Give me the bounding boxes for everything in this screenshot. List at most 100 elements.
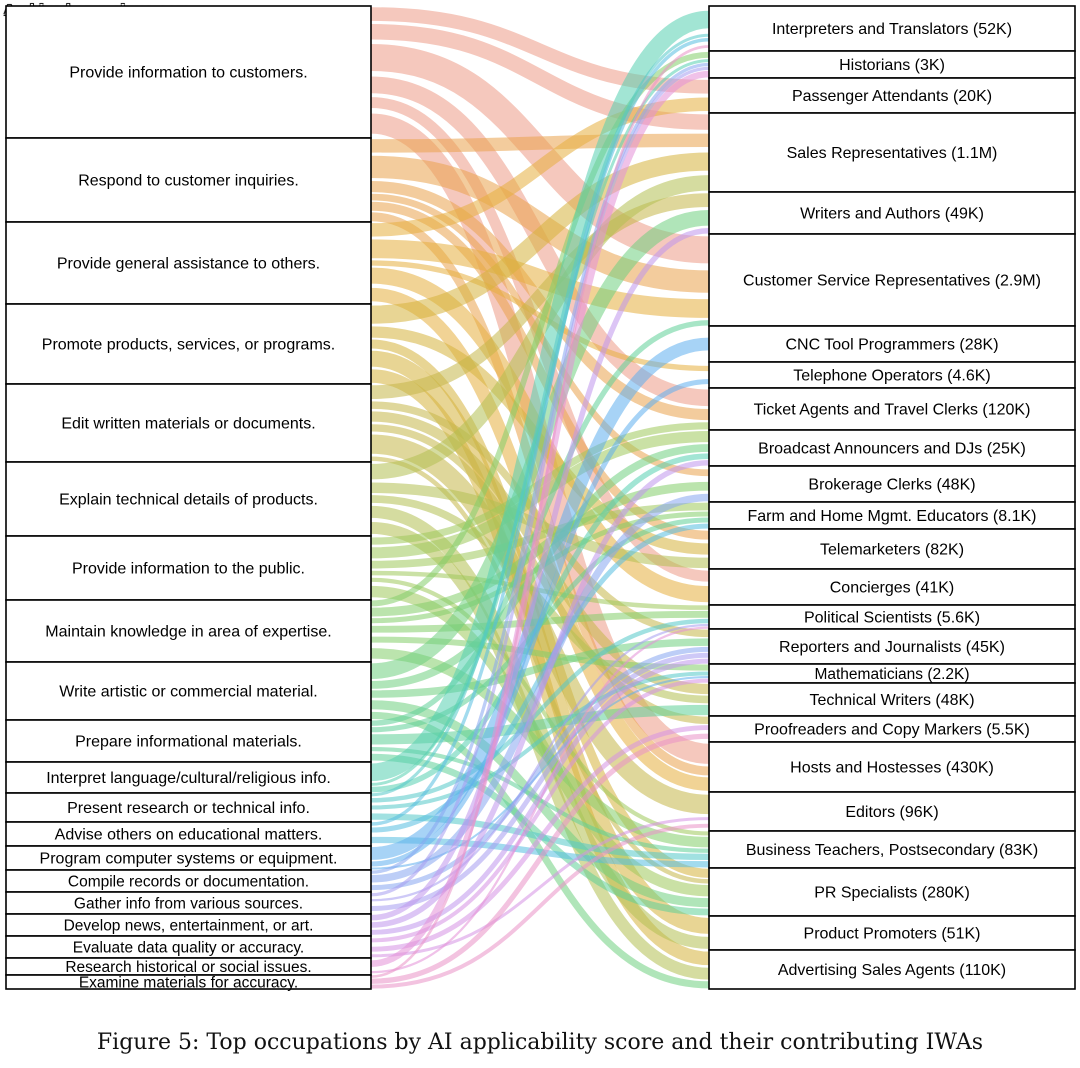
iwa-node: Compile records or documentation. [5, 869, 372, 893]
iwa-label: Present research or technical info. [67, 800, 310, 817]
iwa-box [5, 761, 372, 794]
occupation-box [708, 387, 1076, 431]
occupation-node: Product Promoters (51K) [708, 915, 1076, 951]
occupation-label: Sales Representatives (1.1M) [787, 145, 998, 162]
occupation-node: Ticket Agents and Travel Clerks (120K) [708, 387, 1076, 431]
iwa-node: Gather info from various sources. [5, 891, 372, 915]
occupation-node: Passenger Attendants (20K) [708, 77, 1076, 114]
occupation-box [708, 77, 1076, 114]
occupation-box [708, 568, 1076, 606]
occupation-label: Technical Writers (48K) [809, 692, 974, 709]
iwa-box [5, 974, 372, 990]
occupation-label: Concierges (41K) [830, 580, 955, 597]
occupation-label: Mathematicians (2.2K) [814, 666, 969, 683]
occupation-label: Editors (96K) [845, 804, 938, 821]
flow-link [370, 193, 710, 399]
iwa-node: Examine materials for accuracy. [5, 974, 372, 992]
flow-link [370, 378, 710, 867]
iwa-label: Edit written materials or documents. [61, 416, 315, 433]
occupation-label: Ticket Agents and Travel Clerks (120K) [754, 402, 1031, 419]
iwa-node: Advise others on educational matters. [5, 821, 372, 847]
occupation-box [708, 325, 1076, 363]
flow-link [370, 626, 710, 974]
occupation-box [708, 112, 1076, 193]
occupation-node: Farm and Home Mgmt. Educators (8.1K) [708, 501, 1076, 530]
occupation-label: Product Promoters (51K) [804, 926, 981, 943]
iwa-box [5, 535, 372, 601]
flow-link [370, 10, 710, 782]
iwa-box [5, 383, 372, 463]
flow-link [370, 459, 710, 928]
iwa-label: Research historical or social issues. [65, 959, 311, 976]
occupation-node: CNC Tool Programmers (28K) [708, 325, 1076, 363]
iwa-node: Prepare informational materials. [5, 719, 372, 763]
flow-links [370, 7, 710, 989]
occupation-label: Passenger Attendants (20K) [792, 88, 992, 105]
occupation-box [708, 628, 1076, 665]
flow-link [370, 133, 710, 153]
flow-link [370, 66, 710, 897]
iwa-label: Program computer systems or equipment. [40, 851, 338, 868]
occupation-node: Telemarketers (82K) [708, 528, 1076, 570]
flow-link [370, 523, 710, 833]
iwa-label: Respond to customer inquiries. [78, 173, 299, 190]
occupation-label: Business Teachers, Postsecondary (83K) [746, 842, 1038, 859]
occupation-node: Broadcast Announcers and DJs (25K) [708, 429, 1076, 467]
occupation-label: Historians (3K) [839, 57, 945, 74]
occupation-node: PR Specialists (280K) [708, 867, 1076, 917]
iwa-node: Provide information to customers. [5, 5, 372, 139]
flow-link [370, 733, 710, 984]
occupation-node: Political Scientists (5.6K) [708, 604, 1076, 630]
flow-link [370, 817, 710, 958]
iwa-label: Interpret language/cultural/religious in… [46, 770, 331, 787]
flow-link [370, 62, 710, 874]
iwa-label: Explain technical details of products. [59, 492, 318, 509]
occupation-box [708, 501, 1076, 530]
occupation-label: Political Scientists (5.6K) [804, 610, 980, 627]
iwa-label: Promote products, services, or programs. [42, 337, 335, 354]
occupation-column: Interpreters and Translators (52K) Histor… [708, 5, 1076, 990]
occupation-label: Customer Service Representatives (2.9M) [743, 273, 1041, 290]
iwa-node: Research historical or social issues. [5, 957, 372, 976]
occupation-node: Writers and Authors (49K) [708, 191, 1076, 235]
iwa-label: Provide information to customers. [69, 65, 307, 82]
iwa-box [5, 661, 372, 721]
occupation-box [708, 949, 1076, 990]
iwa-node: Provide information to the public. [5, 535, 372, 601]
iwa-box [5, 461, 372, 537]
occupation-node: Hosts and Hostesses (430K) [708, 741, 1076, 793]
occupation-box [708, 915, 1076, 951]
iwa-node: Edit written materials or documents. [5, 383, 372, 463]
occupation-node: Technical Writers (48K) [708, 682, 1076, 717]
flow-link [370, 155, 710, 293]
iwa-label: Provide general assistance to others. [57, 256, 320, 273]
flow-link [370, 228, 710, 921]
iwa-box [5, 221, 372, 305]
occupation-label: Brokerage Clerks (48K) [808, 477, 975, 494]
occupation-box [708, 715, 1076, 743]
iwa-label: Write artistic or commercial material. [59, 684, 317, 701]
occupation-node: Historians (3K) [708, 50, 1076, 79]
occupation-label: Interpreters and Translators (52K) [772, 21, 1012, 38]
flow-link [370, 481, 710, 617]
occupation-box [708, 604, 1076, 630]
occupation-label: Advertising Sales Agents (110K) [778, 962, 1006, 979]
flow-link [370, 33, 710, 797]
iwa-node: Present research or technical info. [5, 792, 372, 823]
occupation-node: Interpreters and Translators (52K) [708, 5, 1076, 52]
occupation-label: Farm and Home Mgmt. Educators (8.1K) [748, 508, 1037, 525]
occupation-node: Sales Representatives (1.1M) [708, 112, 1076, 193]
occupation-label: Telephone Operators (4.6K) [793, 368, 990, 385]
occupation-node: Telephone Operators (4.6K) [708, 361, 1076, 389]
occupation-node: Customer Service Representatives (2.9M) [708, 233, 1076, 327]
occupation-label: PR Specialists (280K) [814, 885, 970, 902]
occupation-box [708, 233, 1076, 327]
flow-link [370, 45, 710, 978]
occupation-node: Brokerage Clerks (48K) [708, 465, 1076, 503]
occupation-node: Business Teachers, Postsecondary (83K) [708, 830, 1076, 869]
iwa-column: Provide information to customers. Respond… [5, 5, 372, 992]
iwa-box [5, 5, 372, 139]
iwa-box [5, 719, 372, 763]
flow-link [370, 210, 710, 679]
iwa-node: Write artistic or commercial material. [5, 661, 372, 721]
